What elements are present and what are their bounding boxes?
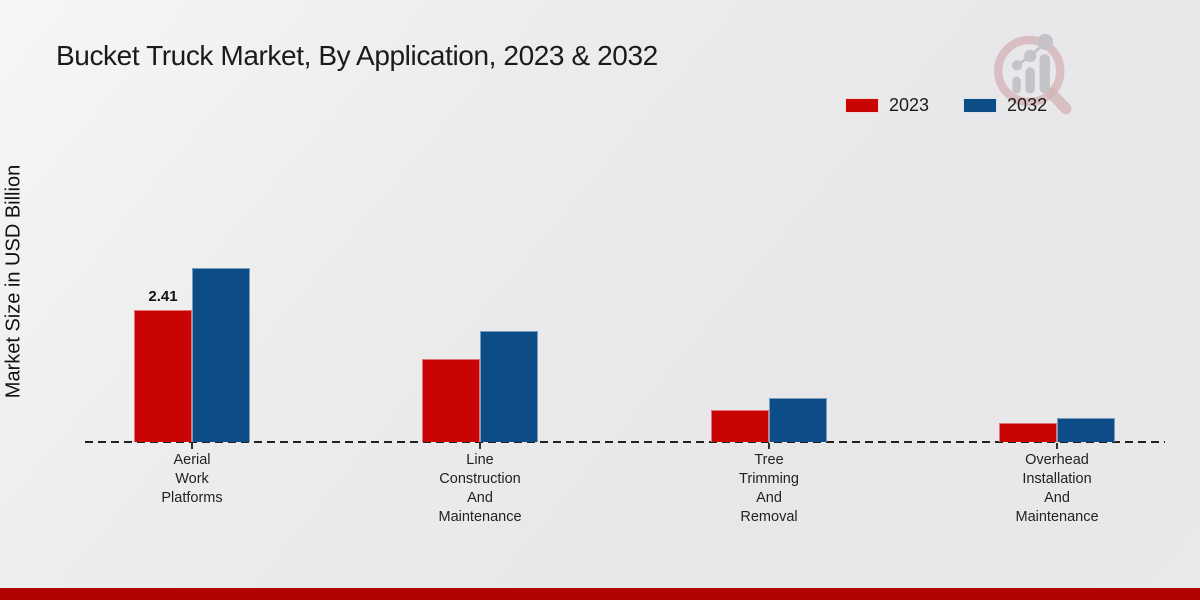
bar-2023-line-construction-and-maintenance — [422, 359, 480, 442]
category-label-overhead-installation-and-maintenance: Overhead Installation And Maintenance — [1015, 452, 1099, 525]
x-axis-line — [85, 441, 1165, 443]
bar-2023-overhead-installation-and-maintenance — [999, 423, 1057, 442]
bar-value-label: 2.41 — [148, 288, 178, 305]
legend-item-2023: 2023 — [845, 95, 929, 116]
category-label-aerial-work-platforms: Aerial Work Platforms — [161, 452, 223, 506]
legend-label-2032: 2032 — [1007, 95, 1048, 115]
x-axis-tick — [479, 443, 481, 449]
x-axis-tick — [191, 443, 193, 449]
category-label-tree-trimming-and-removal: Tree Trimming And Removal — [739, 452, 799, 525]
magnifier-handle-icon — [1046, 87, 1072, 115]
legend-label-2023: 2023 — [889, 95, 930, 115]
bar-2032-tree-trimming-and-removal — [769, 398, 827, 442]
bar-2032-aerial-work-platforms — [192, 268, 250, 442]
category-label-line-construction-and-maintenance: Line Construction And Maintenance — [438, 452, 522, 525]
legend: 2023 2032 — [845, 95, 1047, 116]
bar-2023-tree-trimming-and-removal — [711, 410, 769, 442]
magnifier-ring-icon — [993, 35, 1065, 107]
legend-item-2032: 2032 — [963, 95, 1047, 116]
magnifier-growth-chart-logo — [993, 33, 1072, 115]
bar-2032-overhead-installation-and-maintenance — [1057, 418, 1115, 442]
legend-swatch-2032 — [963, 98, 998, 113]
legend-swatch-2023 — [845, 98, 879, 113]
chart-title: Bucket Truck Market, By Application, 202… — [56, 40, 658, 71]
footer-accent-bar — [0, 588, 1200, 600]
bar-2032-line-construction-and-maintenance — [480, 331, 538, 442]
growth-bars-icon — [1011, 33, 1054, 94]
x-axis-tick — [768, 443, 770, 449]
bar-2023-aerial-work-platforms — [134, 310, 192, 442]
x-axis-tick — [1056, 443, 1058, 449]
